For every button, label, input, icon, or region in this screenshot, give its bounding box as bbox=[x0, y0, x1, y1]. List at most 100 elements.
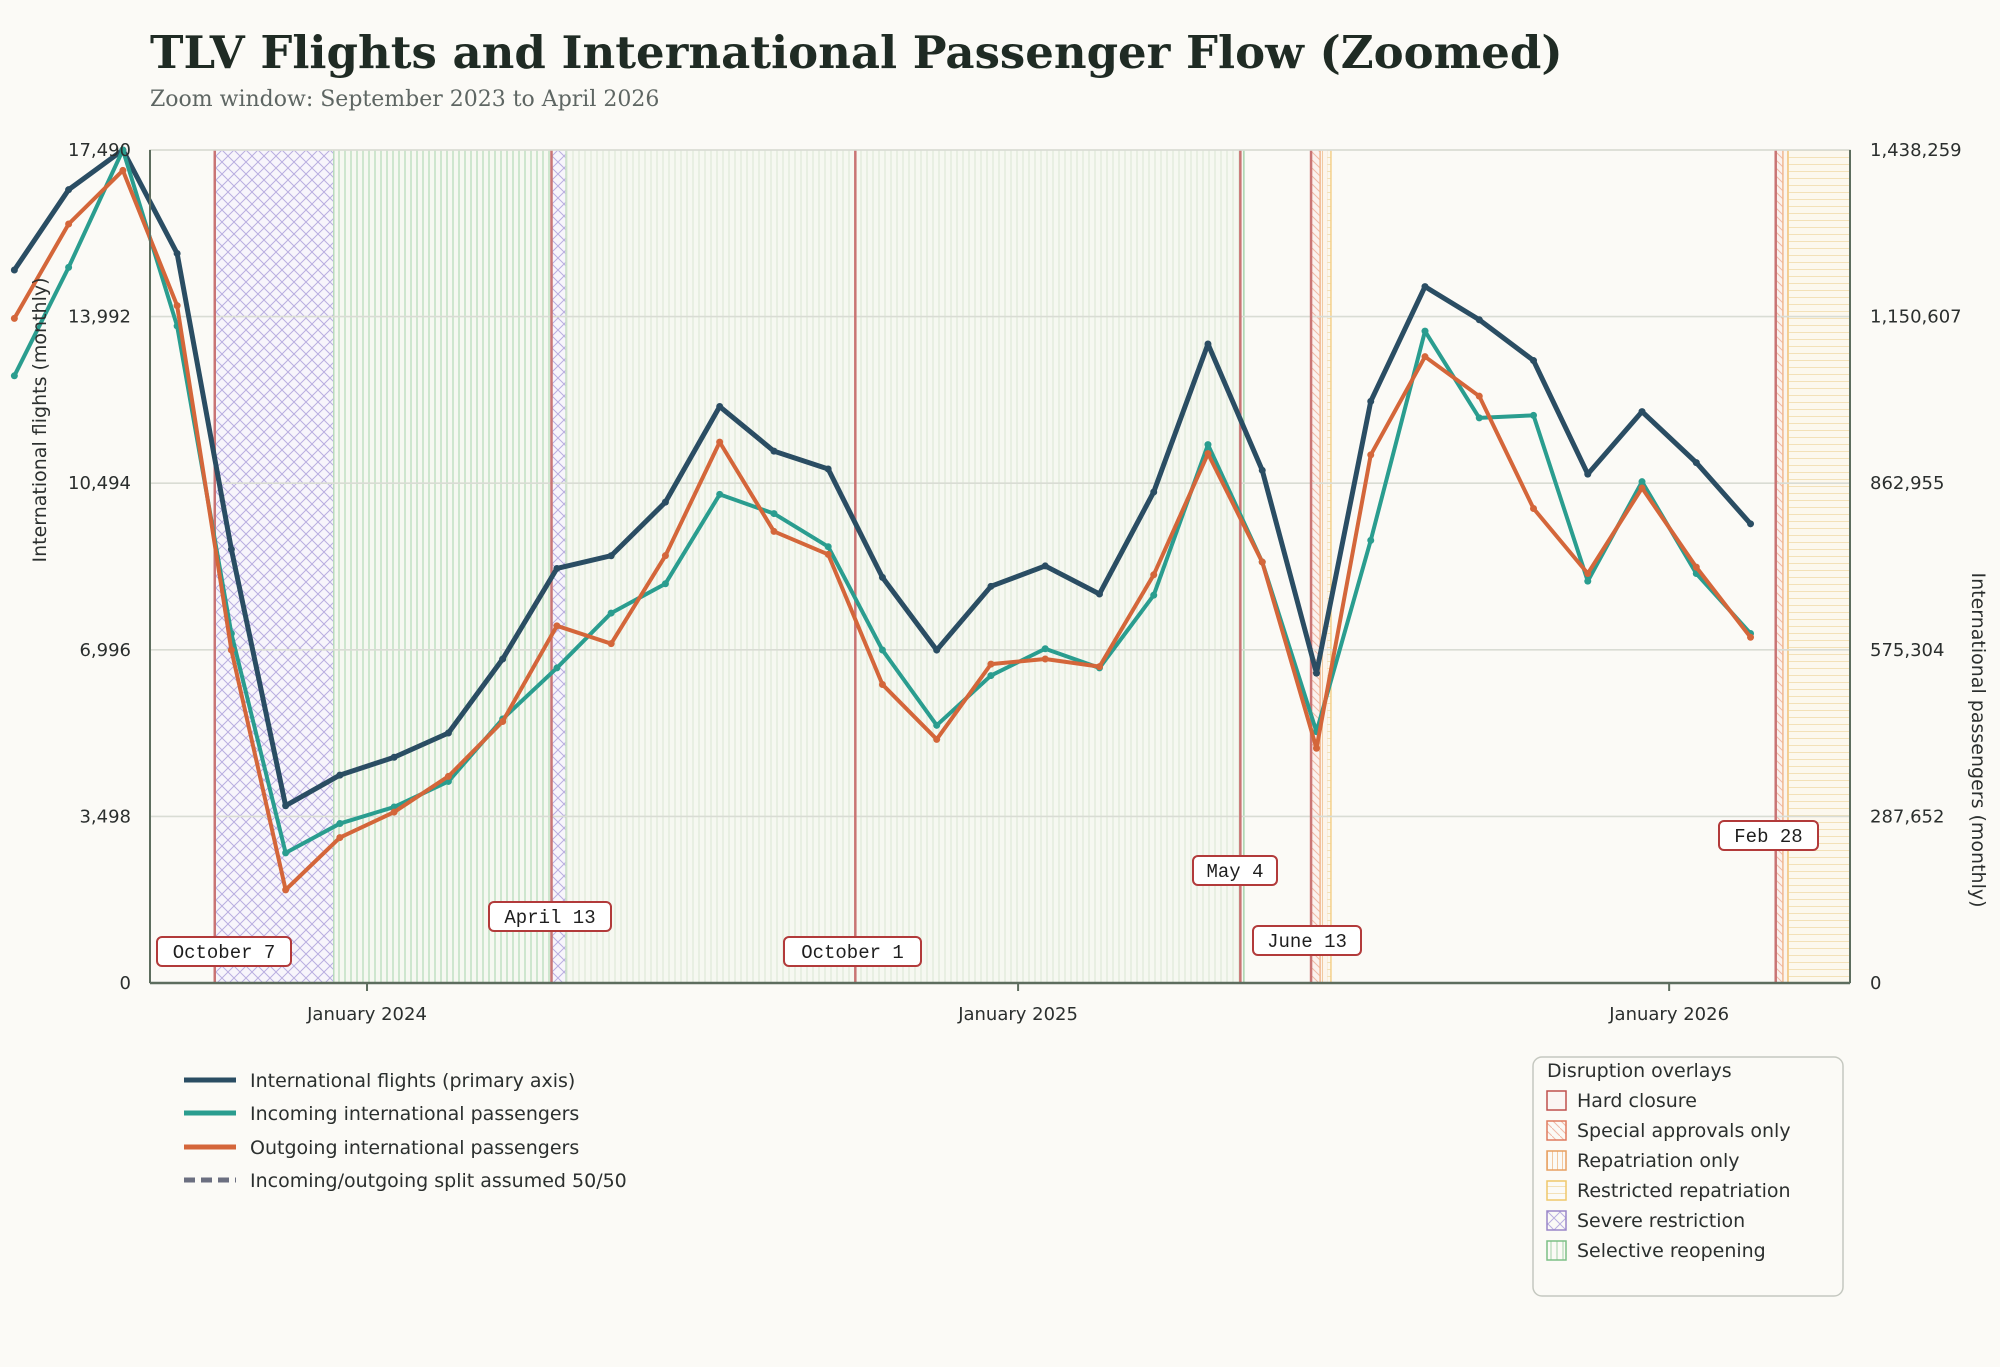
y-tick-label-left: 6,996 bbox=[79, 640, 131, 661]
overlay-restricted bbox=[1788, 150, 1850, 983]
overlay-special bbox=[1311, 150, 1321, 983]
data-point bbox=[553, 664, 561, 672]
data-point bbox=[336, 771, 344, 779]
data-point bbox=[661, 580, 669, 588]
overlay-swatch bbox=[1546, 1120, 1567, 1141]
event-label: Feb 28 bbox=[1734, 826, 1802, 848]
legend-item-flights: International flights (primary axis) bbox=[184, 1070, 575, 1092]
data-point bbox=[1530, 411, 1538, 419]
overlay-layer bbox=[214, 150, 1850, 983]
overlay-swatch bbox=[1546, 1150, 1567, 1171]
legend-item-incoming: Incoming international passengers bbox=[184, 1103, 579, 1125]
series-layer bbox=[10, 146, 1755, 894]
overlay-swatch bbox=[1546, 1090, 1567, 1111]
data-point bbox=[1421, 283, 1429, 291]
event-annotations: October 7 April 13 October 1 May 4 June 13 Fe… bbox=[156, 820, 1819, 967]
data-point bbox=[1204, 441, 1212, 449]
data-point bbox=[770, 527, 778, 535]
data-point bbox=[282, 849, 290, 857]
x-tick-label: January 2025 bbox=[957, 1004, 1078, 1025]
data-point bbox=[716, 490, 724, 498]
overlay-swatch bbox=[1546, 1210, 1567, 1231]
event-annotation: October 1 bbox=[783, 936, 922, 967]
data-point bbox=[1150, 488, 1158, 496]
data-point bbox=[227, 545, 235, 553]
overlay-legend-item-repat: Repatriation only bbox=[1546, 1150, 1740, 1172]
data-point bbox=[390, 808, 398, 816]
event-label-box bbox=[1252, 925, 1362, 956]
overlay-legend-frame bbox=[1532, 1056, 1844, 1297]
data-point bbox=[499, 655, 507, 663]
legend-label-flights: International flights (primary axis) bbox=[250, 1070, 575, 1092]
overlay-special bbox=[1775, 150, 1783, 983]
event-annotation: June 13 bbox=[1252, 925, 1362, 956]
data-point bbox=[1584, 570, 1592, 578]
event-label-box bbox=[488, 901, 612, 932]
data-point bbox=[282, 802, 290, 810]
overlay-selective bbox=[333, 150, 552, 983]
data-point bbox=[1312, 744, 1320, 752]
event-annotation: October 7 bbox=[156, 936, 292, 967]
overlay-legend-title: Disruption overlays bbox=[1547, 1060, 1732, 1082]
series-legend: International flights (primary axis) Inc… bbox=[184, 1070, 627, 1192]
event-label-box bbox=[1718, 820, 1819, 851]
data-point bbox=[1638, 408, 1646, 416]
data-point bbox=[987, 660, 995, 668]
overlay-legend-label: Repatriation only bbox=[1577, 1150, 1740, 1172]
overlay-legend-label: Hard closure bbox=[1577, 1090, 1697, 1112]
event-label-box bbox=[783, 936, 922, 967]
data-point bbox=[878, 573, 886, 581]
y-tick-label-left: 3,498 bbox=[79, 806, 131, 827]
data-point bbox=[824, 550, 832, 558]
event-lines bbox=[213, 150, 1777, 983]
data-point bbox=[65, 220, 73, 228]
overlay-repat bbox=[1782, 150, 1789, 983]
data-point bbox=[716, 438, 724, 446]
overlay-legend: Disruption overlays Hard closure Special … bbox=[1532, 1056, 1844, 1297]
data-point bbox=[987, 582, 995, 590]
overlay-legend-item-hard: Hard closure bbox=[1546, 1090, 1697, 1112]
event-annotation: April 13 bbox=[488, 901, 612, 932]
data-point bbox=[1692, 459, 1700, 467]
data-point bbox=[1530, 504, 1538, 512]
overlay-legend-label: Selective reopening bbox=[1577, 1240, 1766, 1262]
axis-ticks: 0 3,498 6,996 10,494 13,992 17,490 0 287,652 575… bbox=[68, 140, 1962, 1025]
data-point bbox=[1638, 484, 1646, 492]
data-point bbox=[1150, 591, 1158, 599]
x-tick-label: January 2024 bbox=[306, 1004, 427, 1025]
overlay-repat bbox=[1320, 150, 1328, 983]
data-point bbox=[10, 266, 18, 274]
y-tick-label-left: 0 bbox=[120, 973, 131, 994]
overlay-legend-item-severe: Severe restriction bbox=[1546, 1210, 1745, 1232]
data-point bbox=[65, 263, 73, 271]
overlay-legend-label: Restricted repatriation bbox=[1577, 1180, 1791, 1202]
event-label: April 13 bbox=[504, 907, 595, 929]
data-point bbox=[770, 447, 778, 455]
data-point bbox=[878, 680, 886, 688]
data-point bbox=[878, 646, 886, 654]
overlay-swatch bbox=[1546, 1240, 1567, 1261]
data-point bbox=[1041, 645, 1049, 653]
event-label-box bbox=[156, 936, 292, 967]
data-point bbox=[173, 249, 181, 257]
data-point bbox=[444, 772, 452, 780]
overlay-legend-item-special: Special approvals only bbox=[1546, 1120, 1791, 1142]
data-point bbox=[1041, 562, 1049, 570]
data-point bbox=[1367, 536, 1375, 544]
y-tick-label-right: 1,438,259 bbox=[1870, 140, 1962, 161]
data-point bbox=[933, 735, 941, 743]
data-point bbox=[1530, 357, 1538, 365]
y-axis-label-left: International flights (monthly) bbox=[29, 277, 51, 562]
overlay-restricted bbox=[1327, 150, 1331, 983]
overlay-legend-item-selective: Selective reopening bbox=[1546, 1240, 1766, 1262]
data-point bbox=[227, 646, 235, 654]
y-tick-label-right: 1,150,607 bbox=[1870, 307, 1962, 328]
event-annotation: May 4 bbox=[1192, 855, 1278, 886]
data-point bbox=[553, 622, 561, 630]
event-label: October 7 bbox=[173, 942, 276, 964]
legend-item-outgoing: Outgoing international passengers bbox=[184, 1137, 579, 1159]
data-point bbox=[390, 753, 398, 761]
data-point bbox=[1367, 397, 1375, 405]
data-point bbox=[553, 564, 561, 572]
